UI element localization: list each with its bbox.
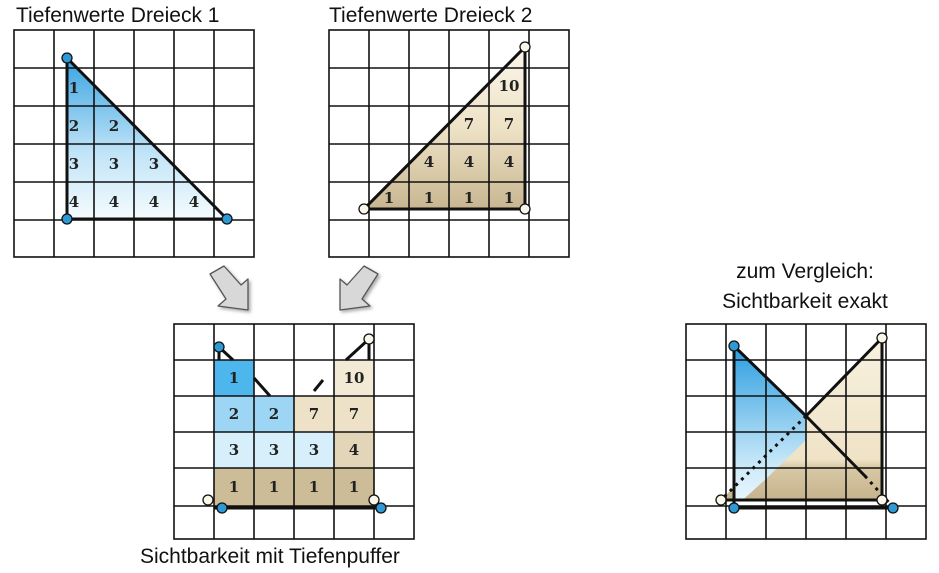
exact-visible-edges (719, 336, 895, 510)
depth-value: 1 (229, 478, 239, 496)
depth-value: 3 (309, 441, 319, 459)
panel-depth-triangle-2: 10 7 7 4 4 4 1 1 1 1 (328, 29, 570, 258)
depth-value: 2 (229, 405, 239, 423)
depth-value: 1 (229, 369, 239, 387)
panel-result-depth-buffer: 1 10 2 2 7 7 3 3 3 4 1 1 1 1 (173, 323, 415, 540)
result-vertex-blue-left (216, 502, 228, 514)
depth-value: 3 (109, 155, 119, 173)
depth-value: 4 (69, 193, 79, 211)
depth-value: 1 (269, 478, 279, 496)
triangle-2-vertex-top (519, 41, 531, 53)
triangle-1-vertex-top (61, 52, 73, 64)
title-depth-triangle-2: Tiefenwerte Dreieck 2 (329, 4, 533, 27)
depth-value: 1 (69, 79, 79, 97)
triangle-1-vertex-bottom-right (221, 213, 233, 225)
depth-value: 4 (109, 193, 119, 211)
exact-vertex-blue-top (728, 340, 740, 352)
exact-vertex-tan-right (876, 494, 888, 506)
depth-value: 3 (269, 441, 279, 459)
depth-value: 7 (309, 405, 319, 423)
result-vertex-tan-right (368, 494, 380, 506)
depth-value: 4 (149, 193, 159, 211)
triangle-2-vertex-bottom-right (519, 203, 531, 215)
result-pixel-fills (214, 360, 374, 506)
title-depth-triangle-1: Tiefenwerte Dreieck 1 (16, 4, 220, 27)
exact-vertex-blue-right (887, 502, 899, 514)
depth-value: 4 (349, 441, 359, 459)
depth-value: 4 (504, 153, 514, 171)
panel-1-depth-values: 1 2 2 3 3 3 4 4 4 4 (69, 79, 199, 211)
grid-exact (685, 323, 927, 540)
depth-value: 7 (349, 405, 359, 423)
depth-value: 7 (464, 115, 474, 133)
panel-2-depth-values: 10 7 7 4 4 4 1 1 1 1 (384, 77, 520, 207)
result-vertex-tan-left (202, 494, 214, 506)
panel-depth-triangle-1: 1 2 2 3 3 3 4 4 4 4 (13, 29, 255, 258)
depth-value: 1 (309, 478, 319, 496)
depth-value: 4 (424, 153, 434, 171)
depth-value: 7 (504, 115, 514, 133)
result-vertex-blue-top (213, 341, 225, 353)
depth-value: 1 (424, 189, 434, 207)
result-vertex-blue-right (375, 502, 387, 514)
depth-value: 3 (69, 155, 79, 173)
triangle-1-outline (65, 54, 231, 221)
depth-value: 4 (464, 153, 474, 171)
panel-exact-visibility (685, 323, 927, 540)
exact-vertex-tan-left (715, 494, 727, 506)
grid-panel-2 (328, 29, 570, 258)
depth-value: 4 (189, 193, 199, 211)
depth-value: 1 (504, 189, 514, 207)
depth-value: 3 (229, 441, 239, 459)
arrow-left-down (209, 265, 249, 311)
result-depth-values: 1 10 2 2 7 7 3 3 3 4 1 1 1 1 (229, 369, 365, 496)
depth-value: 2 (69, 117, 79, 135)
depth-value: 10 (344, 369, 365, 387)
grid-panel-1 (13, 29, 255, 258)
title-compare-line-2: Sichtbarkeit exakt (722, 290, 888, 313)
triangle-1-vertex-bottom-left (61, 213, 73, 225)
title-compare-line-1: zum Vergleich: (736, 260, 874, 283)
result-vertex-tan-top (363, 333, 375, 345)
exact-vertex-blue-left (728, 502, 740, 514)
depth-value: 2 (269, 405, 279, 423)
triangle-2-vertex-bottom-left (358, 203, 370, 215)
depth-value: 1 (464, 189, 474, 207)
arrow-right-down (339, 265, 379, 311)
title-result-depth-buffer: Sichtbarkeit mit Tiefenpuffer (140, 545, 400, 568)
depth-value: 10 (499, 77, 520, 95)
depth-value: 3 (149, 155, 159, 173)
exact-vertex-tan-top (876, 332, 888, 344)
depth-value: 1 (384, 189, 394, 207)
triangle-2-outline (360, 43, 527, 211)
depth-value: 1 (349, 478, 359, 496)
depth-value: 2 (109, 117, 119, 135)
